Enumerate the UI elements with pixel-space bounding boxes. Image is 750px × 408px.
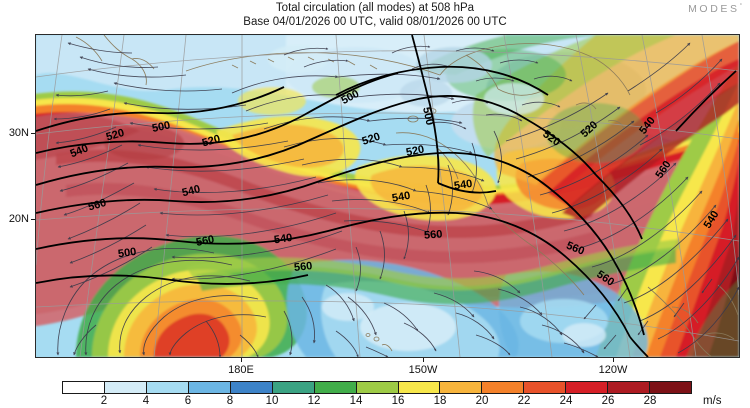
colorbar-segment bbox=[440, 382, 483, 393]
svg-text:540: 540 bbox=[273, 232, 293, 246]
svg-text:500: 500 bbox=[151, 119, 171, 135]
colorbar-tick-label: 28 bbox=[643, 395, 657, 407]
brand-mark: ° bbox=[739, 3, 742, 10]
colorbar-segment bbox=[314, 382, 357, 393]
chart-subtitle: Base 04/01/2026 00 UTC, valid 08/01/2026… bbox=[243, 16, 507, 28]
ylabel-20N: 20N bbox=[8, 213, 29, 225]
colorbar bbox=[62, 381, 692, 394]
svg-text:500: 500 bbox=[117, 246, 137, 260]
ytick-20N bbox=[31, 219, 35, 220]
colorbar-segment bbox=[104, 382, 147, 393]
page-title: Total circulation (all modes) at 508 hPa bbox=[275, 2, 475, 14]
svg-text:520: 520 bbox=[361, 131, 382, 148]
svg-text:560: 560 bbox=[293, 260, 313, 274]
colorbar-tick-label: 16 bbox=[391, 395, 405, 407]
svg-text:560: 560 bbox=[195, 233, 215, 249]
modes-logo: MODES° bbox=[688, 3, 742, 15]
colorbar-tick-label: 12 bbox=[307, 395, 321, 407]
colorbar-segment bbox=[356, 382, 399, 393]
colorbar-tick-label: 24 bbox=[559, 395, 573, 407]
svg-text:540: 540 bbox=[391, 190, 411, 205]
contour-labels: 500 500 500 500 520 520 520 520 520 520 … bbox=[68, 88, 721, 289]
xtick-120W bbox=[613, 358, 614, 362]
xtick-180E bbox=[241, 358, 242, 362]
svg-text:560: 560 bbox=[87, 197, 108, 214]
colorbar-tick-label: 8 bbox=[226, 395, 234, 407]
colorbar-tick-label: 2 bbox=[100, 395, 108, 407]
colorbar-tick-label: 26 bbox=[601, 395, 615, 407]
xlabel-180E: 180E bbox=[228, 364, 254, 376]
colorbar-segment bbox=[650, 382, 692, 393]
map-panel: 500 500 500 500 520 520 520 520 520 520 … bbox=[35, 34, 740, 358]
svg-text:500: 500 bbox=[420, 106, 436, 126]
svg-text:540: 540 bbox=[181, 183, 202, 199]
colorbar-segment bbox=[608, 382, 651, 393]
colorbar-segment bbox=[230, 382, 273, 393]
colorbar-tick-label: 6 bbox=[184, 395, 192, 407]
geopotential-contours bbox=[36, 35, 737, 357]
colorbar-segment bbox=[524, 382, 567, 393]
colorbar-tick-label: 20 bbox=[475, 395, 489, 407]
svg-text:520: 520 bbox=[201, 133, 222, 150]
xlabel-120W: 120W bbox=[598, 364, 628, 376]
xtick-150W bbox=[423, 358, 424, 362]
colorbar-segment bbox=[482, 382, 525, 393]
colorbar-tick-label: 4 bbox=[142, 395, 150, 407]
svg-text:520: 520 bbox=[105, 127, 126, 144]
colorbar-segment bbox=[146, 382, 189, 393]
colorbar-segment bbox=[272, 382, 315, 393]
colorbar-segment bbox=[566, 382, 609, 393]
xlabel-150W: 150W bbox=[408, 364, 438, 376]
svg-text:520: 520 bbox=[405, 143, 425, 159]
colorbar-segment bbox=[63, 382, 105, 393]
brand-name: MODES bbox=[688, 3, 740, 15]
colorbar-units: m/s bbox=[703, 395, 722, 407]
colorbar-tick-label: 14 bbox=[349, 395, 363, 407]
ylabel-30N: 30N bbox=[8, 127, 29, 139]
colorbar-tick-label: 22 bbox=[517, 395, 531, 407]
svg-text:560: 560 bbox=[424, 228, 443, 241]
weather-map-canvas: 500 500 500 500 520 520 520 520 520 520 … bbox=[36, 35, 739, 357]
chart-title-block: Total circulation (all modes) at 508 hPa… bbox=[0, 1, 750, 29]
map-gridlines bbox=[36, 35, 739, 357]
colorbar-segment bbox=[398, 382, 441, 393]
colorbar-segment bbox=[188, 382, 231, 393]
colorbar-tick-label: 18 bbox=[433, 395, 447, 407]
svg-text:540: 540 bbox=[453, 178, 473, 192]
wind-streamlines bbox=[53, 42, 739, 357]
colorbar-tick-label: 10 bbox=[265, 395, 279, 407]
ytick-30N bbox=[31, 133, 35, 134]
